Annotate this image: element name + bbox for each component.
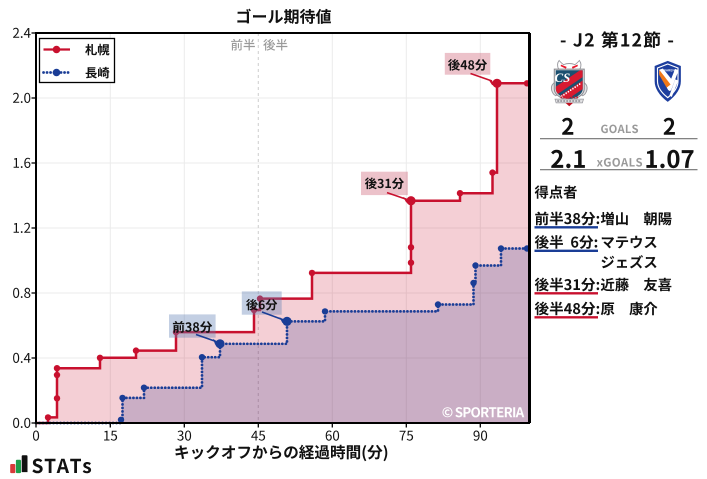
svg-text:CS: CS bbox=[555, 71, 571, 85]
